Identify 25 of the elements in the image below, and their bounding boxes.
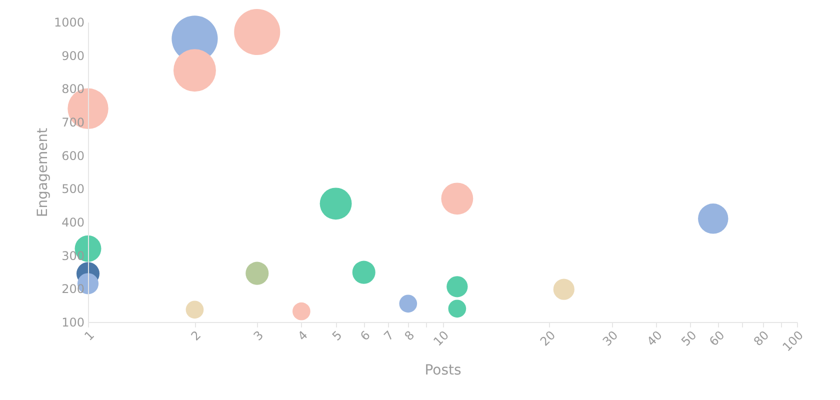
- x-tick-label: 100: [780, 328, 806, 354]
- y-tick-label: 900: [62, 48, 84, 63]
- y-tick-label: 800: [62, 82, 84, 96]
- y-tick-label: 600: [62, 148, 84, 163]
- y-tick-label: 1000: [54, 16, 84, 30]
- y-axis-title: Engagement: [34, 127, 51, 218]
- x-tick-label: 2: [188, 328, 204, 344]
- x-tick-label: 3: [250, 328, 266, 344]
- x-tick-label: 5: [329, 328, 345, 344]
- x-tick-label: 80: [750, 328, 772, 349]
- x-axis-title: Posts: [424, 362, 462, 378]
- x-tick-label: 20: [537, 328, 558, 349]
- x-tick-label: 1: [82, 328, 97, 344]
- y-tick-label: 100: [62, 316, 84, 330]
- x-tick-label: 4: [295, 328, 310, 344]
- x-tick-label: 7: [381, 328, 397, 344]
- x-tick-label: 10: [430, 328, 452, 349]
- y-tick-label: 500: [62, 182, 84, 196]
- x-tick-label: 8: [402, 328, 418, 344]
- x-tick-label: 30: [600, 328, 621, 349]
- x-tick-label: 50: [678, 328, 700, 349]
- x-tick-label: 40: [644, 328, 665, 349]
- x-tick-label: 6: [358, 328, 373, 344]
- y-tick-label: 400: [62, 216, 84, 230]
- x-tick-label: 60: [706, 328, 728, 349]
